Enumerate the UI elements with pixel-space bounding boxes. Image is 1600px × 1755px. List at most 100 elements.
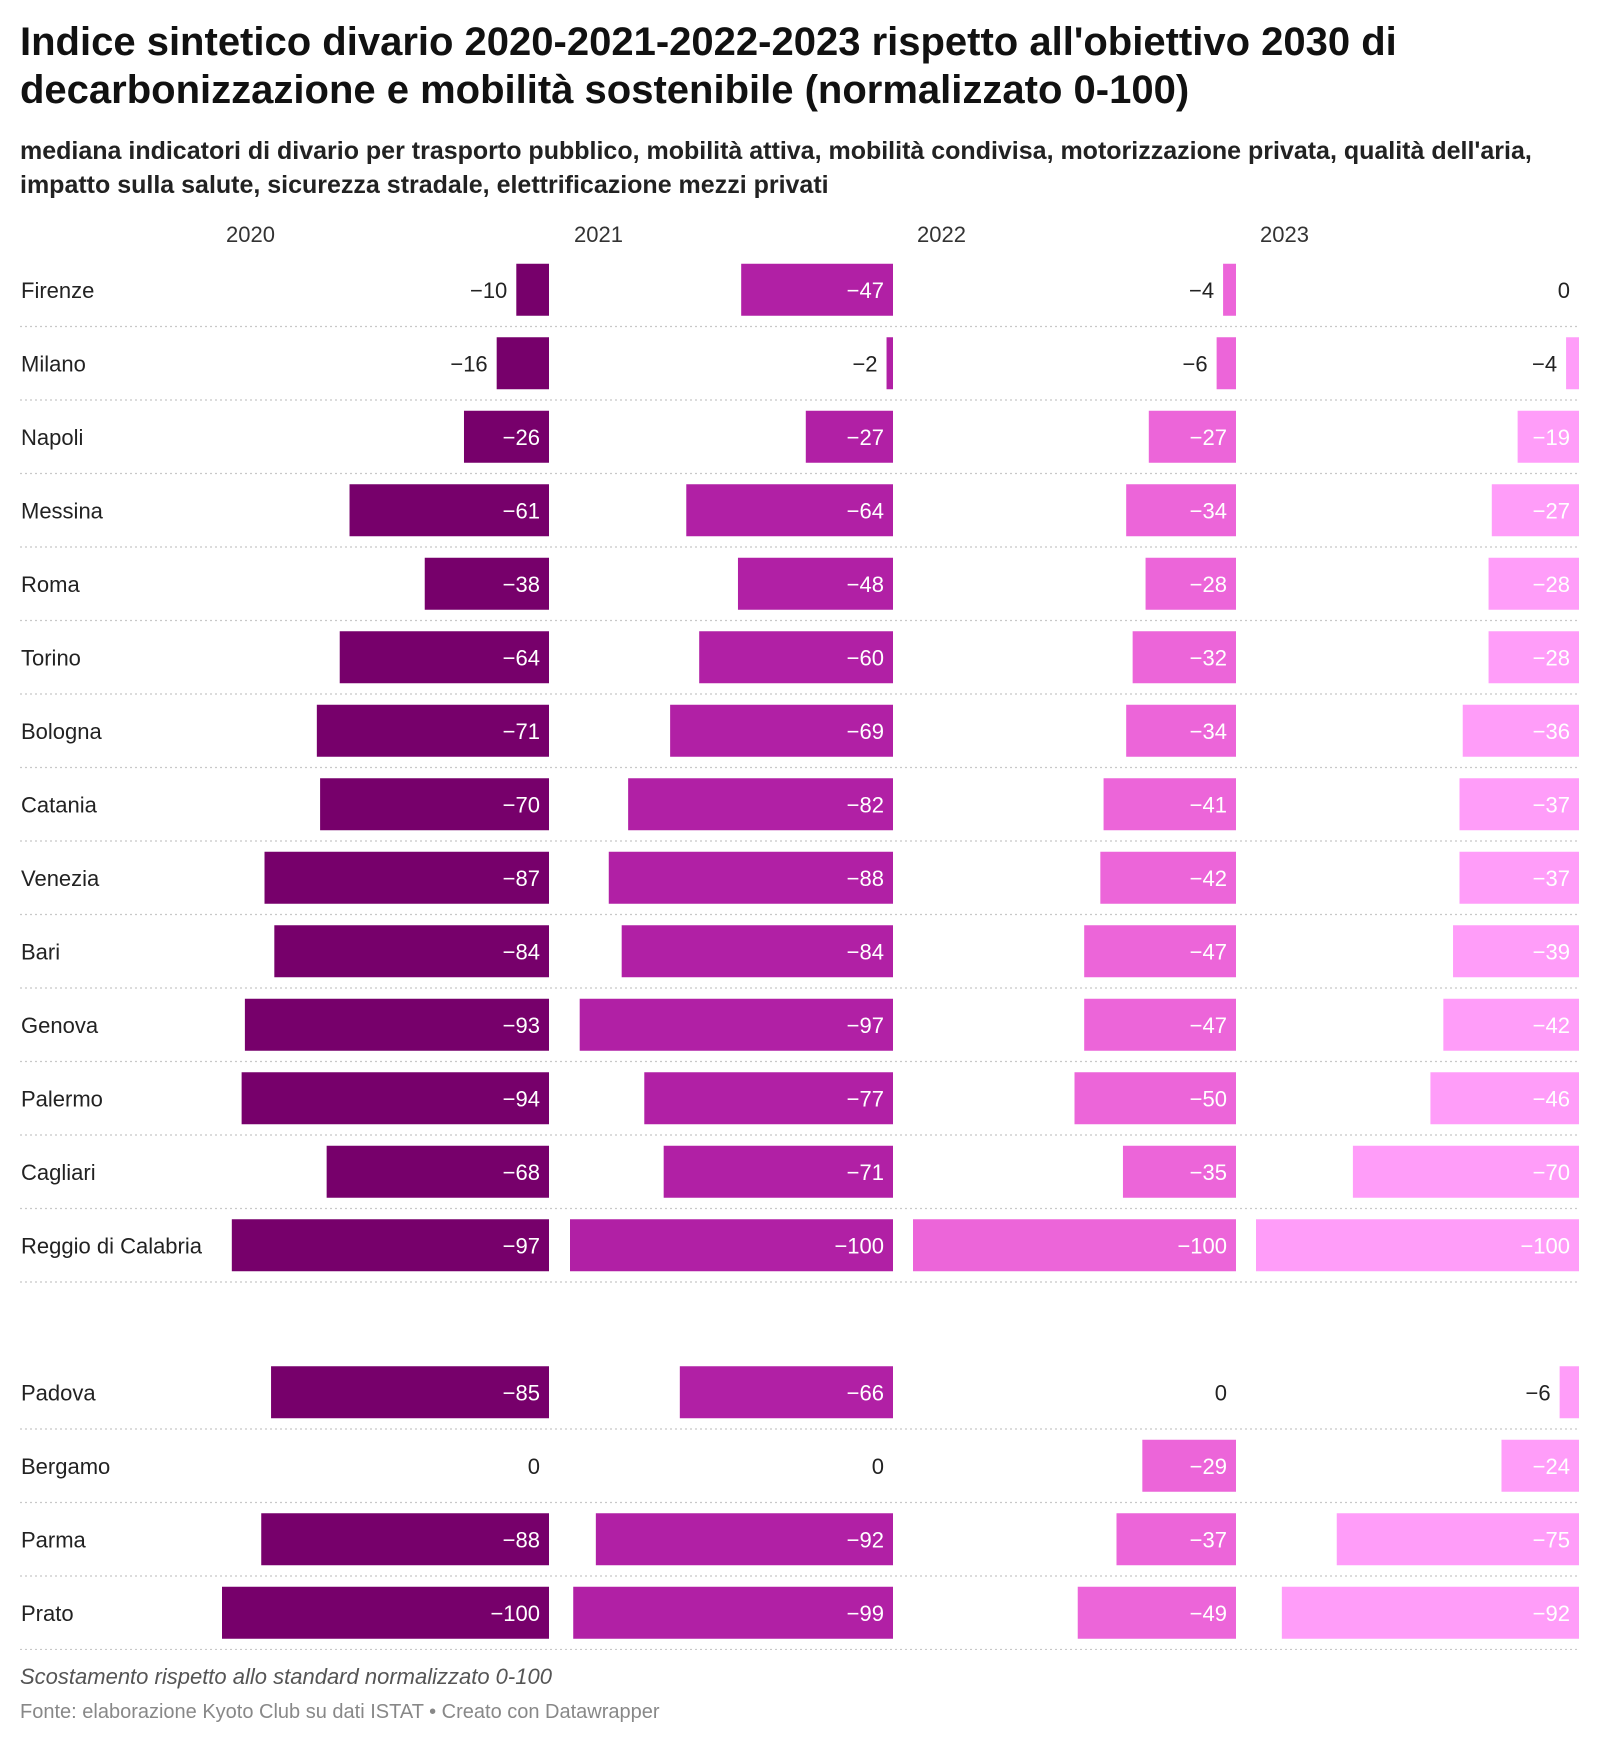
value-label-bari-2023: −39	[1533, 939, 1570, 964]
bar-parma-2022	[1116, 1513, 1236, 1566]
value-label-bari-2022: −47	[1190, 939, 1227, 964]
value-label-venezia-2021: −88	[847, 866, 884, 891]
value-label-bergamo-2021: 0	[872, 1454, 884, 1479]
bar-bari-2022	[1084, 925, 1236, 978]
series-header-2023: 2023	[1260, 222, 1309, 247]
value-label-milano-2022: −6	[1183, 351, 1208, 376]
value-label-parma-2023: −75	[1533, 1527, 1570, 1552]
value-label-roma-2020: −38	[503, 572, 540, 597]
row-label-firenze: Firenze	[21, 278, 94, 303]
row-label-bologna: Bologna	[21, 719, 103, 744]
value-label-cagliari-2021: −71	[847, 1160, 884, 1185]
value-label-bergamo-2022: −29	[1190, 1454, 1227, 1479]
bar-milano-2020	[496, 337, 549, 390]
value-label-prato-2021: −99	[847, 1601, 884, 1626]
bar-chart: 2020 2021 2022 2023 Firenze −10 −47 −4 0 Milano −1…	[20, 222, 1580, 1650]
bar-reggio-di-calabria-2022	[913, 1219, 1236, 1272]
bar-torino-2023	[1488, 631, 1579, 684]
bar-reggio-di-calabria-2023	[1256, 1219, 1579, 1272]
bar-venezia-2023	[1459, 851, 1579, 904]
value-label-firenze-2020: −10	[470, 278, 507, 303]
bar-bergamo-2023	[1501, 1439, 1579, 1492]
value-label-roma-2023: −28	[1533, 572, 1570, 597]
value-label-bergamo-2023: −24	[1533, 1454, 1570, 1479]
value-label-bergamo-2020: 0	[528, 1454, 540, 1479]
bar-firenze-2020	[516, 263, 549, 316]
value-label-genova-2020: −93	[503, 1013, 540, 1038]
value-label-torino-2021: −60	[847, 645, 884, 670]
value-label-prato-2023: −92	[1533, 1601, 1570, 1626]
value-label-palermo-2023: −46	[1533, 1086, 1570, 1111]
value-label-napoli-2020: −26	[503, 425, 540, 450]
bar-reggio-di-calabria-2020	[231, 1219, 549, 1272]
bar-firenze-2022	[1223, 263, 1236, 316]
bar-roma-2022	[1145, 557, 1236, 610]
bar-napoli-2023	[1517, 410, 1579, 463]
bar-bari-2020	[274, 925, 549, 978]
row-label-messina: Messina	[21, 498, 104, 523]
bar-catania-2021	[628, 778, 893, 831]
row-label-roma: Roma	[21, 572, 80, 597]
bar-bari-2023	[1453, 925, 1579, 978]
value-label-milano-2020: −16	[450, 351, 487, 376]
bar-milano-2021	[886, 337, 893, 390]
value-label-roma-2022: −28	[1190, 572, 1227, 597]
value-label-venezia-2023: −37	[1533, 866, 1570, 891]
value-label-palermo-2021: −77	[847, 1086, 884, 1111]
value-label-bologna-2023: −36	[1533, 719, 1570, 744]
chart-source: Fonte: elaborazione Kyoto Club su dati I…	[20, 1701, 660, 1723]
value-label-padova-2023: −6	[1526, 1380, 1551, 1405]
bar-genova-2021	[579, 998, 893, 1051]
bar-cagliari-2023	[1352, 1145, 1579, 1198]
row-label-parma: Parma	[21, 1527, 87, 1552]
row-label-cagliari: Cagliari	[21, 1160, 96, 1185]
row-label-napoli: Napoli	[21, 425, 83, 450]
value-label-firenze-2022: −4	[1189, 278, 1214, 303]
row-label-venezia: Venezia	[21, 866, 100, 891]
value-label-cagliari-2022: −35	[1190, 1160, 1227, 1185]
bar-venezia-2020	[264, 851, 549, 904]
value-label-parma-2021: −92	[847, 1527, 884, 1552]
bar-bologna-2022	[1126, 704, 1236, 757]
value-label-messina-2023: −27	[1533, 498, 1570, 523]
bar-catania-2022	[1103, 778, 1236, 831]
row-label-palermo: Palermo	[21, 1086, 103, 1111]
value-label-firenze-2023: 0	[1558, 278, 1570, 303]
value-label-reggio-di-calabria-2023: −100	[1520, 1233, 1570, 1258]
row-label-prato: Prato	[21, 1601, 74, 1626]
bar-roma-2021	[737, 557, 893, 610]
bar-reggio-di-calabria-2021	[570, 1219, 893, 1272]
value-label-catania-2020: −70	[503, 792, 540, 817]
value-label-genova-2021: −97	[847, 1013, 884, 1038]
bar-messina-2023	[1491, 484, 1579, 537]
value-label-bari-2021: −84	[847, 939, 884, 964]
bar-messina-2021	[686, 484, 893, 537]
chart-title: Indice sintetico divario 2020-2021-2022-…	[20, 20, 1397, 112]
bar-roma-2020	[424, 557, 549, 610]
bar-messina-2022	[1126, 484, 1236, 537]
bar-napoli-2022	[1148, 410, 1236, 463]
row-label-reggio-di-calabria: Reggio di Calabria	[21, 1233, 203, 1258]
value-label-torino-2020: −64	[503, 645, 540, 670]
row-label-torino: Torino	[21, 645, 81, 670]
bar-milano-2023	[1566, 337, 1579, 390]
bar-venezia-2021	[608, 851, 893, 904]
value-label-palermo-2022: −50	[1190, 1086, 1227, 1111]
series-header-2022: 2022	[917, 222, 966, 247]
value-label-prato-2022: −49	[1190, 1601, 1227, 1626]
value-label-padova-2020: −85	[503, 1380, 540, 1405]
bar-cagliari-2022	[1122, 1145, 1236, 1198]
row-label-bari: Bari	[21, 939, 60, 964]
value-label-parma-2020: −88	[503, 1527, 540, 1552]
value-label-torino-2022: −32	[1190, 645, 1227, 670]
value-label-bologna-2021: −69	[847, 719, 884, 744]
value-label-catania-2021: −82	[847, 792, 884, 817]
value-label-parma-2022: −37	[1190, 1527, 1227, 1552]
value-label-genova-2023: −42	[1533, 1013, 1570, 1038]
value-label-milano-2021: −2	[852, 351, 877, 376]
value-label-napoli-2021: −27	[847, 425, 884, 450]
value-label-palermo-2020: −94	[503, 1086, 540, 1111]
value-label-napoli-2022: −27	[1190, 425, 1227, 450]
bar-napoli-2021	[805, 410, 893, 463]
row-label-padova: Padova	[21, 1380, 96, 1405]
